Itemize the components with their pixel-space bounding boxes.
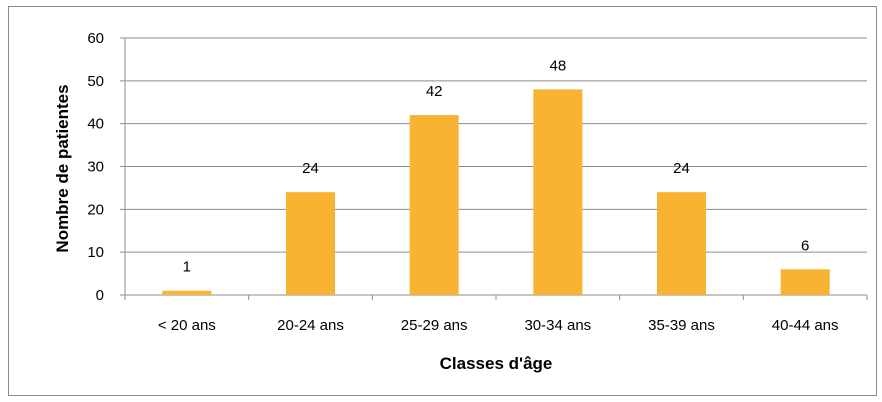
y-tick-label: 10 bbox=[87, 244, 104, 261]
y-tick-label: 40 bbox=[87, 116, 104, 133]
data-label: 1 bbox=[183, 259, 191, 276]
data-label: 24 bbox=[673, 160, 690, 177]
y-tick-label: 0 bbox=[96, 287, 104, 304]
x-axis-title: Classes d'âge bbox=[440, 354, 553, 373]
y-tick-label: 60 bbox=[87, 30, 104, 47]
x-tick-label: < 20 ans bbox=[158, 317, 216, 334]
y-axis-title: Nombre de patientes bbox=[53, 84, 72, 252]
x-tick-label: 25-29 ans bbox=[401, 317, 468, 334]
x-tick-labels: < 20 ans 20-24 ans 25-29 ans 30-34 ans 35-39… bbox=[158, 317, 839, 334]
bars bbox=[162, 89, 830, 296]
x-tick-label: 30-34 ans bbox=[524, 317, 591, 334]
bar bbox=[162, 290, 212, 295]
data-label: 48 bbox=[549, 57, 566, 74]
bar bbox=[780, 269, 830, 295]
data-label: 42 bbox=[426, 83, 443, 100]
gridlines bbox=[120, 37, 868, 300]
y-tick-labels: 0 10 20 30 40 50 60 bbox=[87, 30, 104, 304]
x-tick-label: 35-39 ans bbox=[648, 317, 715, 334]
y-tick-label: 30 bbox=[87, 159, 104, 176]
x-tick-label: 20-24 ans bbox=[277, 317, 344, 334]
data-label: 24 bbox=[302, 160, 319, 177]
bar bbox=[286, 192, 335, 295]
bar bbox=[533, 89, 583, 296]
bar bbox=[657, 192, 706, 295]
y-tick-label: 50 bbox=[87, 73, 104, 90]
bar bbox=[409, 115, 459, 295]
data-labels: 1 24 42 48 24 6 bbox=[183, 57, 810, 275]
data-label: 6 bbox=[801, 237, 809, 254]
y-tick-label: 20 bbox=[87, 201, 104, 218]
x-tick-label: 40-44 ans bbox=[772, 317, 839, 334]
